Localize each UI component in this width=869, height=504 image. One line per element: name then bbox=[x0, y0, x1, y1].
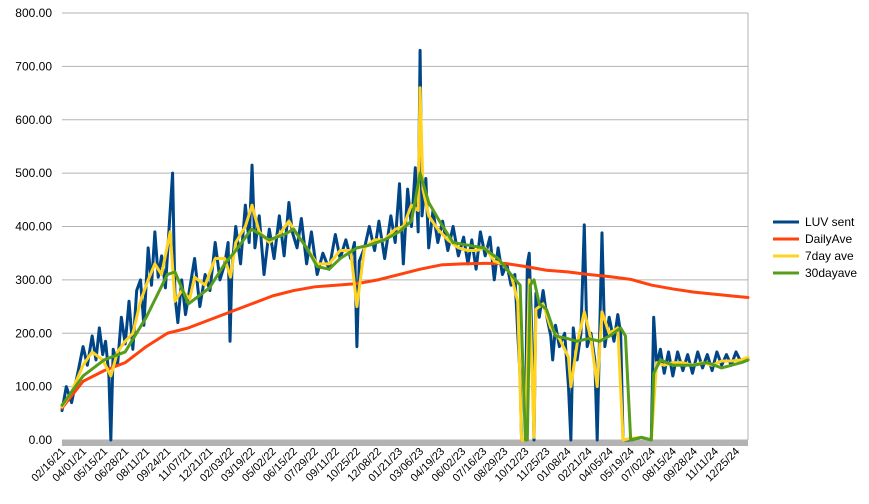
y-tick-label: 700.00 bbox=[15, 59, 52, 73]
legend-label: LUV sent bbox=[805, 215, 855, 229]
legend-label: DailyAve bbox=[805, 232, 852, 246]
series-line-luv-sent bbox=[60, 48, 750, 442]
chart-floor bbox=[62, 440, 748, 446]
y-tick-label: 300.00 bbox=[15, 273, 52, 287]
y-tick-label: 800.00 bbox=[15, 6, 52, 20]
y-tick-label: 400.00 bbox=[15, 220, 52, 234]
y-tick-label: 200.00 bbox=[15, 326, 52, 340]
legend-label: 30dayave bbox=[805, 266, 857, 280]
series-line-7day-ave bbox=[60, 86, 750, 442]
y-tick-label: 500.00 bbox=[15, 166, 52, 180]
legend-label: 7day ave bbox=[805, 249, 854, 263]
y-tick-label: 100.00 bbox=[15, 380, 52, 394]
chart-floor-band bbox=[62, 440, 748, 446]
series-line-30dayave bbox=[60, 171, 750, 442]
series-lines bbox=[60, 48, 750, 442]
x-axis-ticks: 02/16/2104/01/2105/15/2106/28/2108/11/21… bbox=[29, 446, 742, 485]
legend: LUV sent DailyAve 7day ave 30dayave bbox=[773, 215, 857, 280]
y-axis-ticks: 0.00 100.00 200.00 300.00 400.00 500.00 600.00… bbox=[15, 6, 52, 447]
series-line-dailyave bbox=[60, 261, 750, 410]
y-tick-label: 0.00 bbox=[29, 433, 53, 447]
y-tick-label: 600.00 bbox=[15, 113, 52, 127]
